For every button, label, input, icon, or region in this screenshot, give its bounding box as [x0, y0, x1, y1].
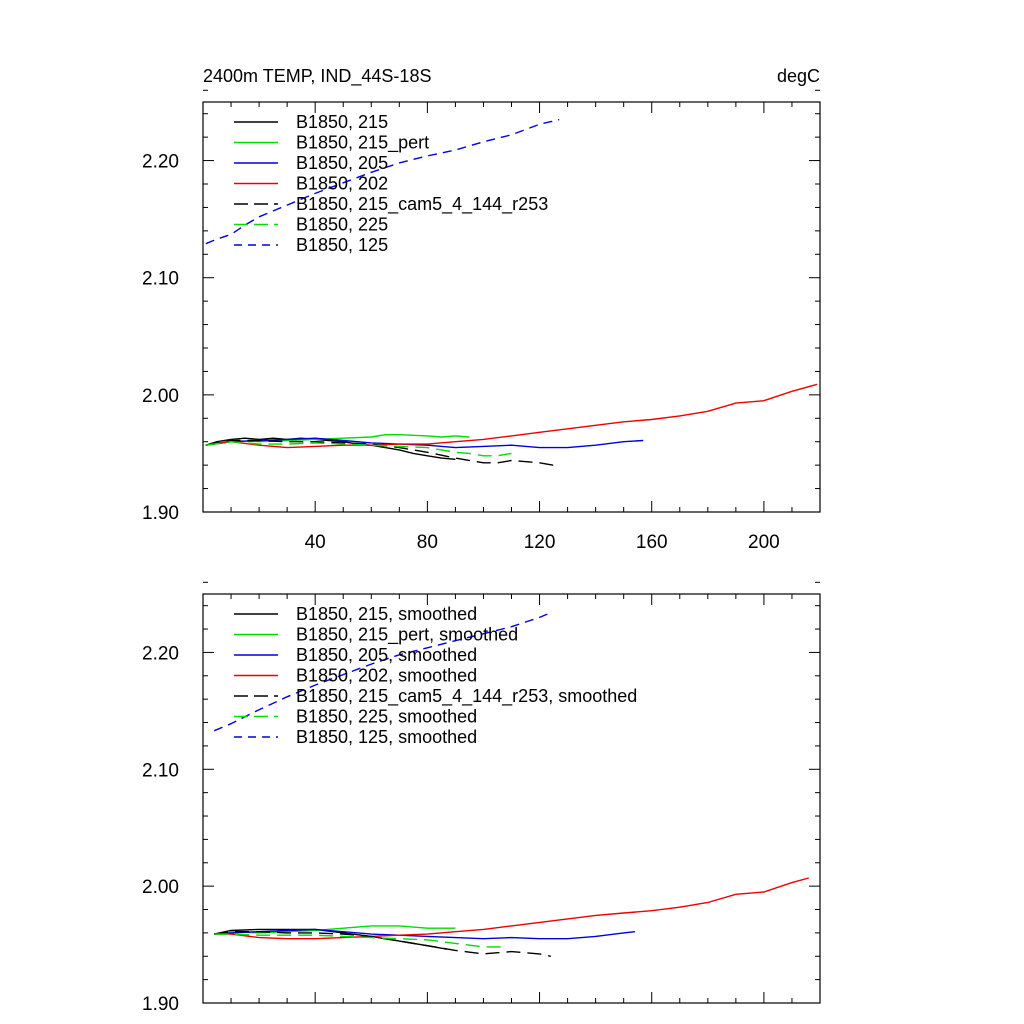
y-tick-label: 2.00 — [142, 877, 179, 898]
legend-label: B1850, 202, smoothed — [296, 666, 477, 686]
series-line — [205, 439, 560, 467]
x-tick-label: 80 — [417, 532, 438, 553]
series-line — [214, 928, 635, 940]
legend-label: B1850, 225, smoothed — [296, 707, 477, 727]
legend-label: B1850, 205 — [296, 153, 388, 173]
series-line — [205, 437, 456, 460]
legend-label: B1850, 125 — [296, 235, 388, 255]
series-line — [213, 612, 552, 732]
chart-title: 2400m TEMP, IND_44S-18S — [203, 66, 431, 87]
legend-label: B1850, 215_cam5_4_144_r253, smoothed — [296, 686, 637, 707]
series-line — [205, 440, 512, 457]
x-tick-label: 40 — [305, 532, 326, 553]
legend-label: B1850, 215_cam5_4_144_r253 — [296, 194, 548, 215]
y-tick-label: 2.20 — [142, 152, 179, 173]
y-tick-label: 2.10 — [142, 760, 179, 781]
legend-label: B1850, 202 — [296, 174, 388, 194]
y-tick-label: 1.90 — [142, 994, 179, 1015]
y-tick-label: 2.10 — [142, 269, 179, 290]
units-label: degC — [777, 66, 820, 86]
y-tick-label: 1.90 — [142, 503, 179, 524]
x-tick-label: 200 — [748, 532, 780, 553]
series-line — [214, 933, 504, 948]
x-tick-label: 160 — [636, 532, 668, 553]
legend-label: B1850, 215, smoothed — [296, 604, 477, 624]
legend-label: B1850, 215_pert — [296, 133, 429, 154]
x-tick-label: 120 — [524, 532, 556, 553]
series-line — [205, 118, 560, 245]
series-line — [214, 877, 809, 940]
series-line — [205, 437, 644, 449]
y-tick-label: 2.00 — [142, 386, 179, 407]
legend-label: B1850, 215_pert, smoothed — [296, 625, 518, 646]
series-line — [205, 434, 470, 446]
legend-label: B1850, 125, smoothed — [296, 727, 477, 747]
series-line — [205, 383, 818, 449]
legend-label: B1850, 225 — [296, 215, 388, 235]
legend-label: B1850, 215 — [296, 112, 388, 132]
y-tick-label: 2.20 — [142, 643, 179, 664]
legend-label: B1850, 205, smoothed — [296, 645, 477, 665]
